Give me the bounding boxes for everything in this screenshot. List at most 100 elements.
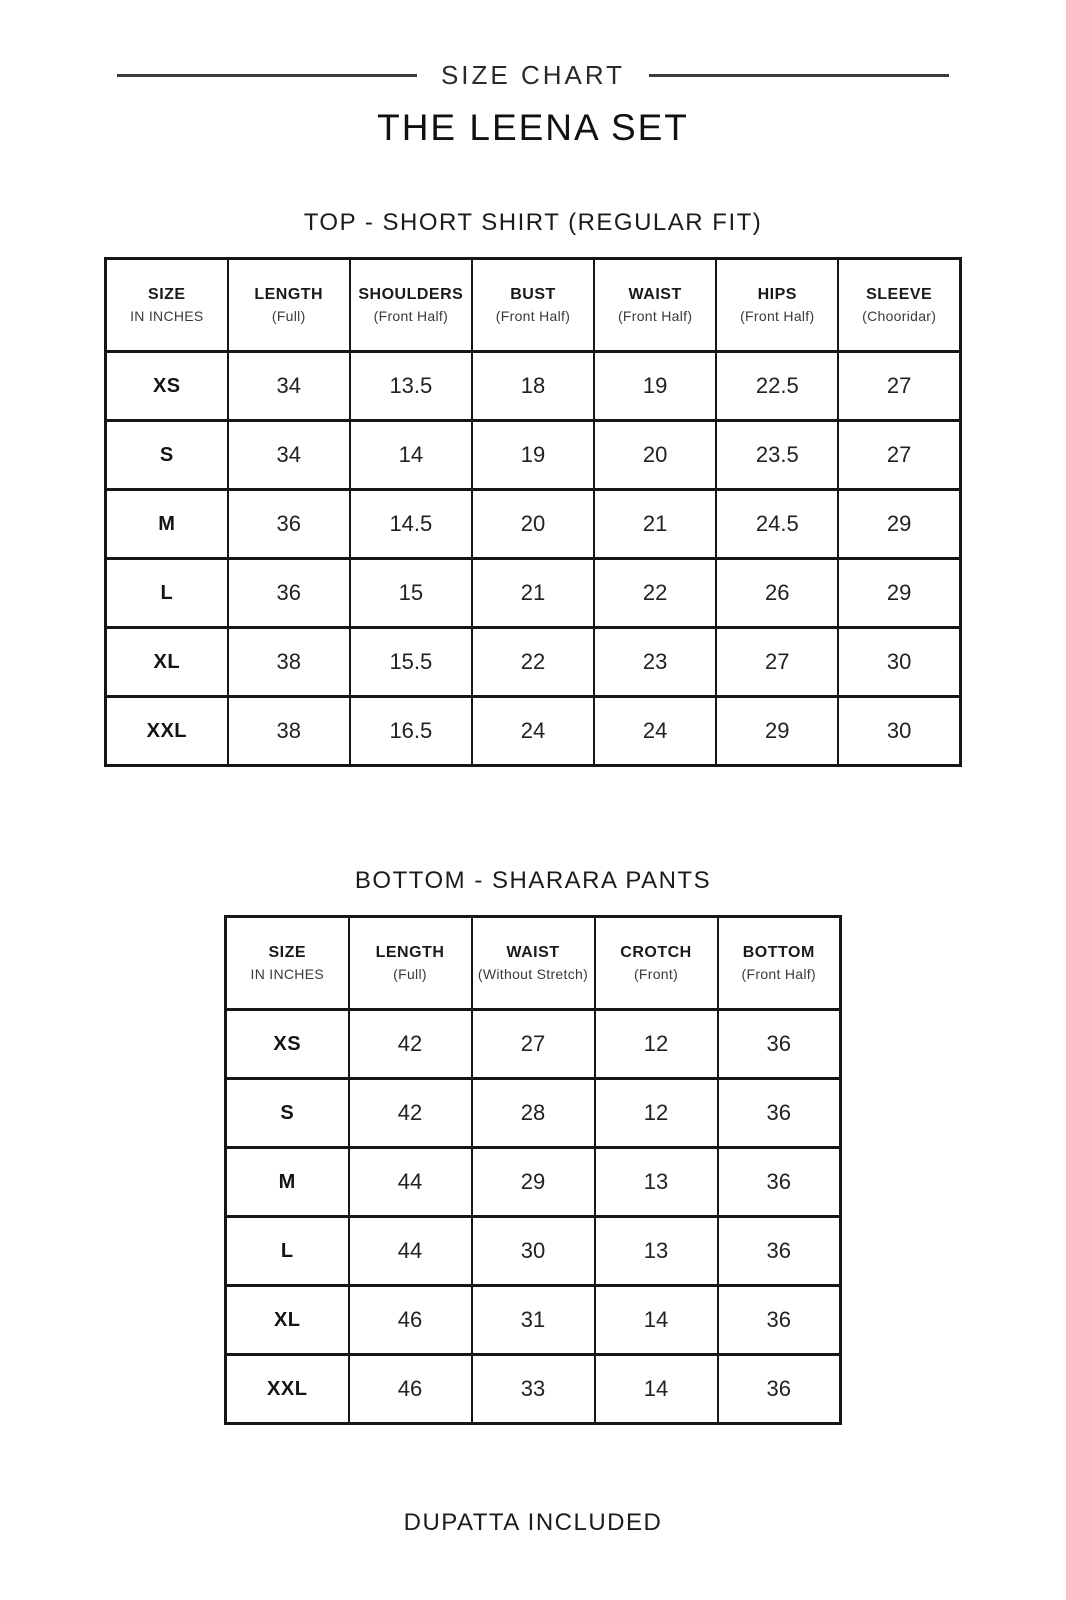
size-cell: S: [224, 1078, 350, 1148]
value-cell: 20: [593, 420, 718, 490]
column-subtitle: (Front Half): [741, 966, 816, 982]
value-cell: 33: [470, 1354, 596, 1424]
value-cell: 15: [348, 558, 473, 628]
value-cell: 36: [716, 1285, 842, 1355]
value-cell: 21: [593, 489, 718, 559]
size-cell: M: [104, 489, 229, 559]
header-row: SIZE IN INCHES LENGTH (Full) WAIST (With…: [224, 916, 842, 1010]
column-subtitle: (Chooridar): [862, 308, 937, 324]
size-cell: M: [224, 1147, 350, 1217]
column-header-size: SIZE IN INCHES: [224, 916, 350, 1010]
size-cell: L: [224, 1216, 350, 1286]
value-cell: 27: [837, 420, 962, 490]
column-header-length: LENGTH (Full): [347, 916, 473, 1010]
table-row-xs: XS 34 13.5 18 19 22.5 27: [104, 351, 962, 421]
value-cell: 14.5: [348, 489, 473, 559]
value-cell: 29: [837, 489, 962, 559]
value-cell: 36: [716, 1147, 842, 1217]
column-label: BOTTOM: [742, 944, 815, 961]
column-subtitle: (Full): [393, 966, 427, 982]
column-label: WAIST: [628, 286, 682, 303]
column-header-shoulders: SHOULDERS (Front Half): [348, 258, 473, 352]
value-cell: 38: [226, 696, 351, 766]
value-cell: 21: [470, 558, 596, 628]
table-row-m: M 44 29 13 36: [224, 1147, 842, 1217]
table-row-xs: XS 42 27 12 36: [224, 1009, 842, 1079]
top-table-body: XS 34 13.5 18 19 22.5 27 S 34 14 19 20 2…: [104, 351, 962, 766]
value-cell: 38: [226, 627, 351, 697]
value-cell: 13: [593, 1216, 719, 1286]
value-cell: 16.5: [348, 696, 473, 766]
bottom-table-header: SIZE IN INCHES LENGTH (Full) WAIST (With…: [224, 916, 842, 1010]
table-row-m: M 36 14.5 20 21 24.5 29: [104, 489, 962, 559]
value-cell: 36: [226, 489, 351, 559]
top-shirt-size-table: SIZE IN INCHES LENGTH (Full) SHOULDERS (…: [104, 257, 962, 767]
value-cell: 14: [348, 420, 473, 490]
column-header-size: SIZE IN INCHES: [104, 258, 229, 352]
value-cell: 24: [593, 696, 718, 766]
product-name: THE LEENA SET: [377, 107, 689, 148]
column-label: SIZE: [268, 944, 307, 961]
value-cell: 24: [470, 696, 596, 766]
value-cell: 27: [715, 627, 840, 697]
value-cell: 20: [470, 489, 596, 559]
value-cell: 36: [716, 1216, 842, 1286]
value-cell: 22: [470, 627, 596, 697]
table-row-s: S 34 14 19 20 23.5 27: [104, 420, 962, 490]
value-cell: 27: [837, 351, 962, 421]
value-cell: 29: [715, 696, 840, 766]
size-cell: XS: [224, 1009, 350, 1079]
column-subtitle: (Without Stretch): [477, 966, 589, 982]
column-header-waist: WAIST (Front Half): [593, 258, 718, 352]
column-header-crotch: CROTCH (Front): [593, 916, 719, 1010]
column-subtitle: (Front): [633, 966, 679, 982]
value-cell: 14: [593, 1354, 719, 1424]
column-label: LENGTH: [254, 286, 324, 303]
value-cell: 13.5: [348, 351, 473, 421]
value-cell: 36: [716, 1354, 842, 1424]
dupatta-note: DUPATTA INCLUDED: [403, 1509, 663, 1536]
top-table-header: SIZE IN INCHES LENGTH (Full) SHOULDERS (…: [104, 258, 962, 352]
column-subtitle: (Front Half): [495, 308, 571, 324]
table-row-xl: XL 46 31 14 36: [224, 1285, 842, 1355]
column-header-sleeve: SLEEVE (Chooridar): [837, 258, 962, 352]
table-row-l: L 44 30 13 36: [224, 1216, 842, 1286]
value-cell: 46: [347, 1354, 473, 1424]
value-cell: 29: [837, 558, 962, 628]
value-cell: 34: [226, 351, 351, 421]
column-label: BUST: [510, 286, 556, 303]
column-label: SHOULDERS: [358, 286, 464, 303]
column-subtitle: IN INCHES: [130, 308, 204, 324]
size-cell: XS: [104, 351, 229, 421]
value-cell: 12: [593, 1078, 719, 1148]
column-label: SIZE: [148, 286, 186, 303]
value-cell: 15.5: [348, 627, 473, 697]
value-cell: 44: [347, 1147, 473, 1217]
value-cell: 22.5: [715, 351, 840, 421]
bottom-pants-size-table: SIZE IN INCHES LENGTH (Full) WAIST (With…: [224, 915, 842, 1425]
column-subtitle: (Front Half): [617, 308, 693, 324]
value-cell: 30: [837, 627, 962, 697]
value-cell: 18: [470, 351, 596, 421]
section-title-bottom: BOTTOM - SHARARA PANTS: [354, 867, 712, 894]
size-cell: XXL: [224, 1354, 350, 1424]
title-rule-left: [116, 74, 417, 77]
column-header-bust: BUST (Front Half): [470, 258, 596, 352]
column-header-hips: HIPS (Front Half): [715, 258, 840, 352]
bottom-table-body: XS 42 27 12 36 S 42 28 12 36 M 44 29 13 …: [224, 1009, 842, 1424]
column-header-waist: WAIST (Without Stretch): [470, 916, 596, 1010]
value-cell: 36: [226, 558, 351, 628]
size-cell: XL: [224, 1285, 350, 1355]
value-cell: 26: [715, 558, 840, 628]
table-row-xxl: XXL 46 33 14 36: [224, 1354, 842, 1424]
table-row-xl: XL 38 15.5 22 23 27 30: [104, 627, 962, 697]
value-cell: 22: [593, 558, 718, 628]
value-cell: 31: [470, 1285, 596, 1355]
value-cell: 23.5: [715, 420, 840, 490]
column-subtitle: (Front Half): [740, 308, 815, 324]
value-cell: 30: [470, 1216, 596, 1286]
value-cell: 42: [347, 1009, 473, 1079]
table-row-l: L 36 15 21 22 26 29: [104, 558, 962, 628]
size-cell: XXL: [104, 696, 229, 766]
